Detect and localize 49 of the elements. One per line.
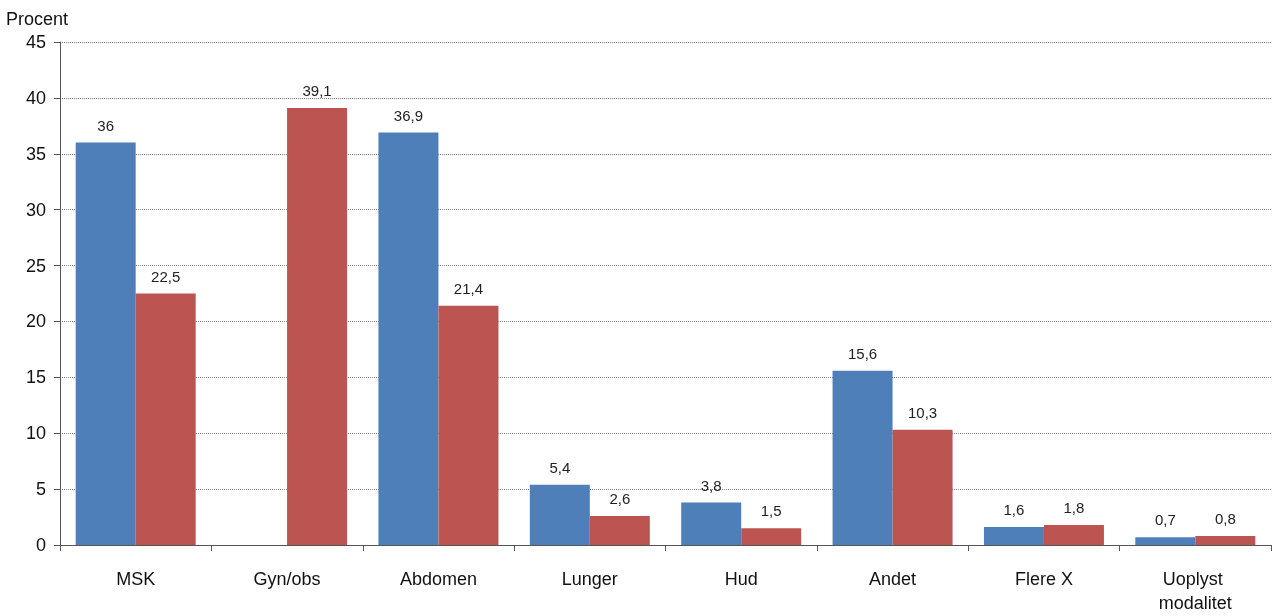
bar [438, 305, 499, 545]
bar [1195, 536, 1256, 545]
x-tick-label: Lunger [561, 569, 618, 589]
y-tick-label: 25 [25, 255, 46, 276]
bar [832, 370, 893, 545]
bar [681, 502, 742, 545]
y-tick-label: 20 [25, 311, 46, 332]
x-tick-label: Gyn/obs [253, 569, 321, 589]
data-label: 0,8 [1214, 510, 1236, 528]
y-tick-label: 0 [35, 535, 46, 555]
y-tick-label: 45 [25, 32, 46, 52]
x-tick-label: Hud [724, 569, 758, 589]
data-label: 1,8 [1063, 498, 1085, 516]
bar [378, 132, 439, 545]
data-label: 36 [97, 116, 115, 134]
data-label: 0,7 [1154, 511, 1176, 529]
x-tick-label: Andet [869, 569, 917, 589]
x-tick-label: MSK [116, 569, 156, 589]
data-label: 3,8 [700, 476, 722, 494]
y-axis-title: Procent [6, 9, 69, 29]
y-tick-label: 30 [25, 199, 46, 220]
y-tick-label: 10 [25, 423, 46, 444]
bar [287, 107, 348, 545]
bar [135, 293, 196, 545]
data-label: 2,6 [609, 489, 631, 507]
y-tick-label: 40 [25, 87, 46, 108]
y-tick-label: 35 [25, 143, 46, 164]
data-label: 36,9 [393, 106, 424, 124]
bar [1135, 537, 1196, 545]
data-label: 1,5 [760, 502, 782, 520]
x-tick-label: Abdomen [399, 569, 477, 589]
x-tick-label: Uoplyst modalitet [1158, 569, 1232, 613]
data-label: 10,3 [907, 403, 938, 421]
data-label: 21,4 [453, 279, 484, 297]
data-label: 39,1 [302, 81, 332, 99]
bar [892, 429, 953, 545]
bar [529, 484, 590, 545]
y-tick-label: 15 [25, 367, 46, 388]
data-label: 15,6 [847, 344, 878, 362]
bar [741, 528, 802, 545]
y-tick-label: 5 [35, 479, 46, 500]
data-label: 5,4 [549, 458, 571, 476]
data-label: 22,5 [151, 267, 181, 285]
bar [1043, 524, 1104, 545]
bar [75, 142, 136, 545]
x-tick-label: Flere X [1014, 569, 1073, 589]
data-label: 1,6 [1003, 501, 1025, 519]
bar [589, 515, 650, 545]
bar [983, 527, 1044, 545]
